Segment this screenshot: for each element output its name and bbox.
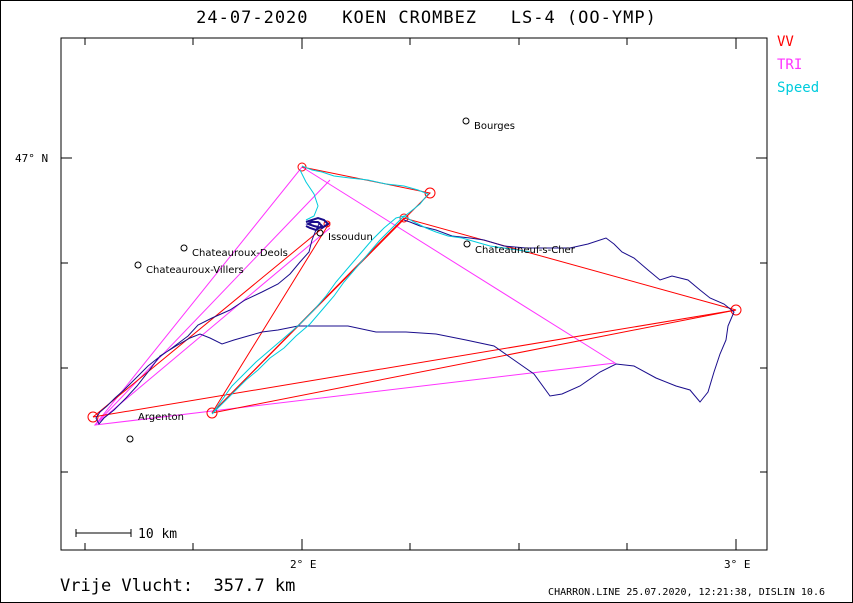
tri-leg — [94, 179, 331, 426]
lon-ticks — [84, 38, 737, 550]
speed-track-2 — [299, 169, 319, 221]
city-villers: Chateauroux-Villers — [146, 265, 244, 276]
tp-1 — [87, 411, 99, 423]
legend-speed: Speed — [777, 80, 820, 96]
tp-3 — [297, 162, 307, 172]
legend-tri: TRI — [777, 57, 803, 73]
scale-bar — [75, 529, 132, 537]
tri-triangle — [93, 166, 617, 426]
map-box — [60, 37, 768, 551]
city-marker-argenton — [126, 435, 134, 443]
city-argenton: Argenton — [138, 412, 184, 423]
city-markers — [126, 117, 471, 443]
city-issoudun: Issoudun — [328, 232, 373, 243]
legend-vv: VV — [777, 34, 794, 50]
page-title: 24-07-2020 KOEN CROMBEZ LS-4 (OO-YMP) — [196, 8, 657, 28]
footer-info: CHARRON.LINE 25.07.2020, 12:21:38, DISLI… — [548, 587, 825, 598]
vv-turnpoints — [87, 162, 742, 423]
lat-label: 47° N — [15, 152, 48, 165]
lat-ticks — [61, 157, 767, 473]
speed-track — [211, 165, 531, 415]
lon-label-3e: 3° E — [724, 558, 751, 571]
free-flight-distance: Vrije Vlucht: 357.7 km — [60, 576, 296, 596]
scale-bar-label: 10 km — [138, 527, 177, 542]
city-marker-villers — [134, 261, 142, 269]
city-deols: Chateauroux-Deols — [192, 248, 288, 259]
city-marker-chateauneuf — [463, 240, 471, 248]
city-chateauneuf: Chateauneuf-s-Cher — [475, 245, 576, 256]
track-cluster — [305, 216, 330, 232]
city-marker-issoudun — [316, 229, 324, 237]
flight-track — [95, 219, 735, 425]
city-bourges: Bourges — [474, 121, 515, 132]
tp-2 — [206, 407, 218, 419]
lon-label-2e: 2° E — [290, 558, 317, 571]
city-marker-bourges — [462, 117, 470, 125]
vv-path-3 — [92, 309, 737, 418]
city-marker-deols — [180, 244, 188, 252]
tp-7 — [323, 220, 331, 228]
tri-leg-2 — [94, 227, 331, 426]
vv-path-2 — [211, 166, 432, 414]
